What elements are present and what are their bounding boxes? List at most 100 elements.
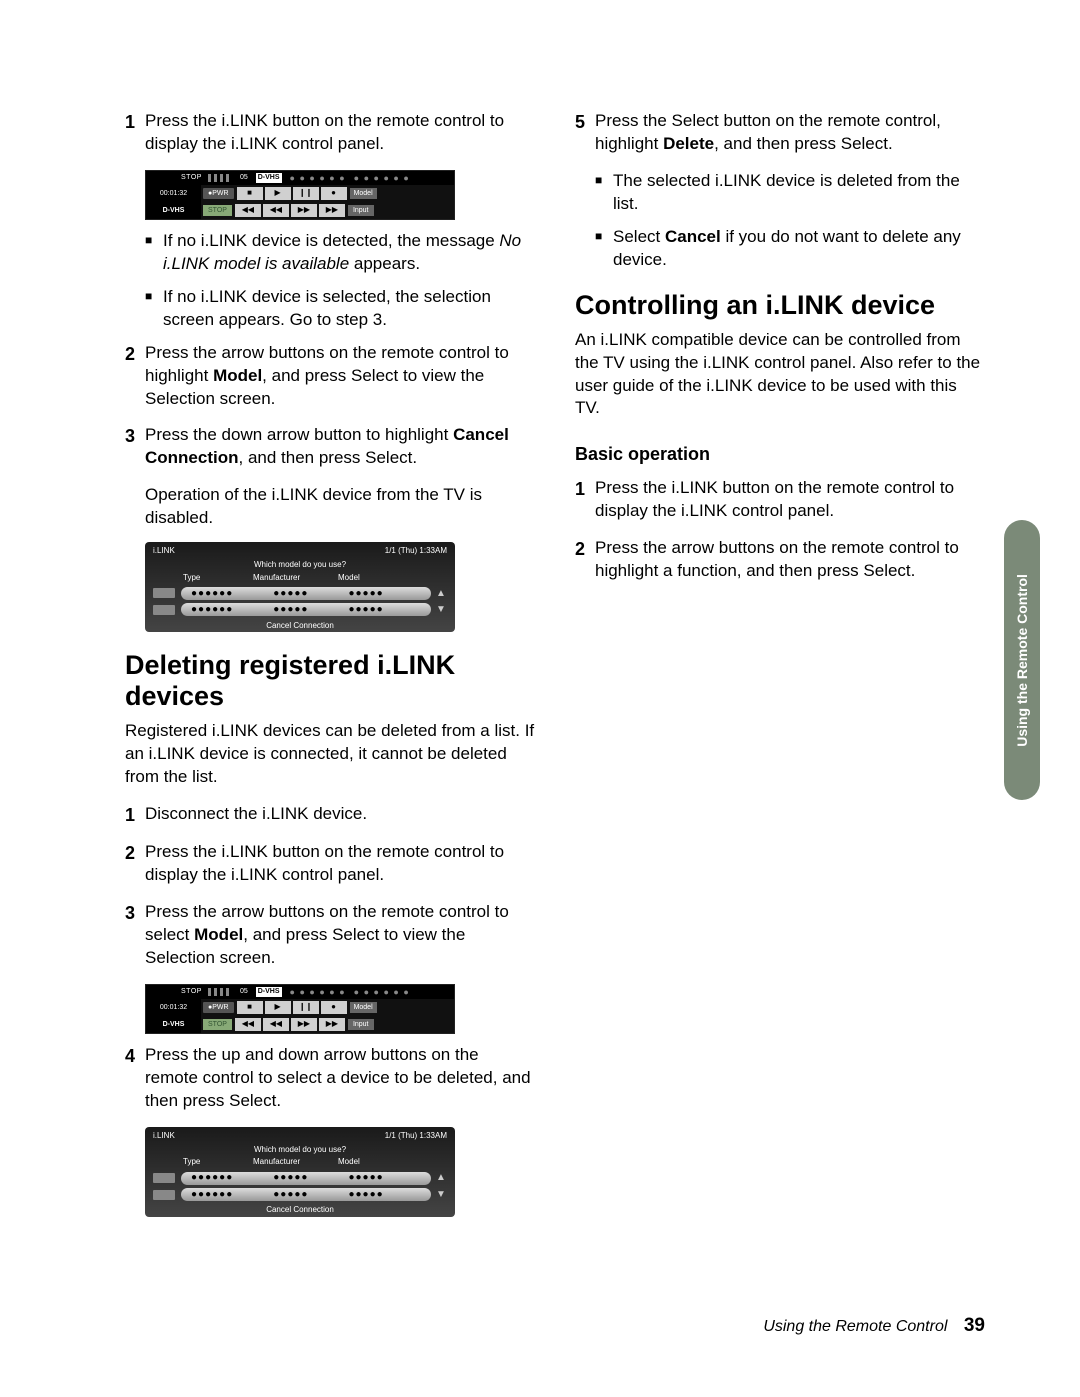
row-text: ●●●●●● (191, 603, 233, 617)
panel-dots: ● ● ● ● ● ● (290, 986, 346, 998)
note-bullet: ■ Select Cancel if you do not want to de… (595, 226, 985, 272)
up-arrow-icon[interactable]: ▲ (435, 1171, 447, 1185)
text: , and then press Select. (239, 448, 418, 467)
model-row[interactable]: ●●●●●● ●●●●● ●●●●● ▼ (153, 603, 447, 617)
panel-stop-button[interactable]: ■ (237, 187, 263, 200)
panel-play-button[interactable]: ▶ (265, 187, 291, 200)
panel-stop-label: STOP (181, 987, 202, 996)
text: , and then press Select. (714, 134, 893, 153)
panel-prev-button[interactable]: ◀◀ (235, 1018, 261, 1031)
bullet-text: The selected i.LINK device is deleted fr… (613, 170, 985, 216)
header-model: Model (338, 573, 398, 584)
right-column: 5 Press the Select button on the remote … (575, 110, 985, 1231)
model-selection-panel: i.LINK 1/1 (Thu) 1:33AM Which model do y… (145, 542, 455, 632)
panel-date: 1/1 (Thu) 1:33AM (385, 546, 447, 557)
panel-rec-button[interactable]: ● (321, 1001, 347, 1014)
row-text: ●●●●● (348, 587, 383, 601)
bullet-text: If no i.LINK device is selected, the sel… (163, 286, 535, 332)
panel-model-button[interactable]: Model (350, 1002, 377, 1013)
panel-pwr-button[interactable]: ●PWR (203, 1002, 234, 1013)
bold-text: Delete (663, 134, 714, 153)
header-model: Model (338, 1157, 398, 1168)
row-text: ●●●●● (273, 603, 308, 617)
cancel-connection-button[interactable]: Cancel Connection (153, 621, 447, 632)
cancel-connection-button[interactable]: Cancel Connection (153, 1205, 447, 1216)
delete-step-2: 2 Press the i.LINK button on the remote … (125, 841, 535, 887)
panel-ff-button[interactable]: ▶▶ (291, 1018, 317, 1031)
panel-ff-button[interactable]: ▶▶ (291, 204, 317, 217)
note-bullet: ■ If no i.LINK device is detected, the m… (145, 230, 535, 276)
panel-rec-button[interactable]: ● (321, 187, 347, 200)
step-3-subtext: Operation of the i.LINK device from the … (145, 484, 535, 530)
panel-rew-button[interactable]: ◀◀ (263, 1018, 289, 1031)
section-tab-label: Using the Remote Control (1013, 574, 1032, 747)
control-step-1: 1 Press the i.LINK button on the remote … (575, 477, 985, 523)
panel-stop-label: STOP (181, 173, 202, 182)
device-chip-icon (153, 605, 175, 615)
model-row[interactable]: ●●●●●● ●●●●● ●●●●● ▼ (153, 1188, 447, 1202)
header-mfr: Manufacturer (253, 1157, 338, 1168)
device-chip-icon (153, 1173, 175, 1183)
panel-stop-status: STOP (203, 205, 232, 216)
step-text: Press the arrow buttons on the remote co… (145, 901, 535, 970)
section-heading-controlling: Controlling an i.LINK device (575, 290, 985, 321)
panel-title: i.LINK (153, 546, 175, 557)
step-text: Press the Select button on the remote co… (595, 110, 985, 156)
bullet-icon: ■ (595, 226, 613, 272)
panel-dvhs-label: D-VHS (146, 1016, 201, 1033)
panel-question: Which model do you use? (153, 560, 447, 571)
panel-next-button[interactable]: ▶▶ (319, 204, 345, 217)
ilink-control-panel: STOP 05 D-VHS ● ● ● ● ● ● ● ● ● ● ● ● 00… (145, 984, 455, 1034)
row-text: ●●●●● (273, 1171, 308, 1185)
panel-play-button[interactable]: ▶ (265, 1001, 291, 1014)
panel-input-button[interactable]: Input (348, 205, 374, 216)
row-text: ●●●●● (348, 1171, 383, 1185)
panel-dvhs-badge: D-VHS (256, 987, 282, 996)
device-chip-icon (153, 588, 175, 598)
down-arrow-icon[interactable]: ▼ (435, 1188, 447, 1202)
step-text: Press the i.LINK button on the remote co… (595, 477, 985, 523)
step-number: 2 (575, 537, 595, 583)
step-3: 3 Press the down arrow button to highlig… (125, 424, 535, 470)
panel-prev-button[interactable]: ◀◀ (235, 204, 261, 217)
text: If no i.LINK device is detected, the mes… (163, 231, 499, 250)
header-mfr: Manufacturer (253, 573, 338, 584)
panel-rew-button[interactable]: ◀◀ (263, 204, 289, 217)
bullet-icon: ■ (595, 170, 613, 216)
panel-time: 00:01:32 (146, 185, 201, 202)
ilink-control-panel: STOP 05 D-VHS ● ● ● ● ● ● ● ● ● ● ● ● 00… (145, 170, 455, 220)
step-text: Press the down arrow button to highlight… (145, 424, 535, 470)
panel-stop-button[interactable]: ■ (237, 1001, 263, 1014)
step-number: 1 (125, 803, 145, 827)
row-text: ●●●●●● (191, 587, 233, 601)
row-text: ●●●●● (348, 1188, 383, 1202)
panel-headers: Type Manufacturer Model (153, 1157, 447, 1168)
panel-dots: ● ● ● ● ● ● (354, 986, 410, 998)
header-type: Type (183, 573, 253, 584)
step-2: 2 Press the arrow buttons on the remote … (125, 342, 535, 411)
bold-text: Cancel (665, 227, 721, 246)
step-number: 3 (125, 424, 145, 470)
panel-model-button[interactable]: Model (350, 188, 377, 199)
bullet-text: If no i.LINK device is detected, the mes… (163, 230, 535, 276)
model-row[interactable]: ●●●●●● ●●●●● ●●●●● ▲ (153, 587, 447, 601)
section-tab: Using the Remote Control (1004, 520, 1040, 800)
up-arrow-icon[interactable]: ▲ (435, 587, 447, 601)
delete-step-1: 1 Disconnect the i.LINK device. (125, 803, 535, 827)
model-row[interactable]: ●●●●●● ●●●●● ●●●●● ▲ (153, 1171, 447, 1185)
panel-pause-button[interactable]: ❙❙ (293, 1001, 319, 1014)
step-text: Press the up and down arrow buttons on t… (145, 1044, 535, 1113)
left-column: 1 Press the i.LINK button on the remote … (125, 110, 535, 1231)
panel-title: i.LINK (153, 1131, 175, 1142)
panel-indicator-icons (208, 988, 232, 996)
text: Select (613, 227, 665, 246)
down-arrow-icon[interactable]: ▼ (435, 603, 447, 617)
panel-pwr-button[interactable]: ●PWR (203, 188, 234, 199)
panel-input-button[interactable]: Input (348, 1019, 374, 1030)
step-number: 4 (125, 1044, 145, 1113)
row-text: ●●●●● (273, 587, 308, 601)
panel-pause-button[interactable]: ❙❙ (293, 187, 319, 200)
bold-text: Model (194, 925, 243, 944)
panel-dvhs-badge: D-VHS (256, 173, 282, 182)
panel-next-button[interactable]: ▶▶ (319, 1018, 345, 1031)
